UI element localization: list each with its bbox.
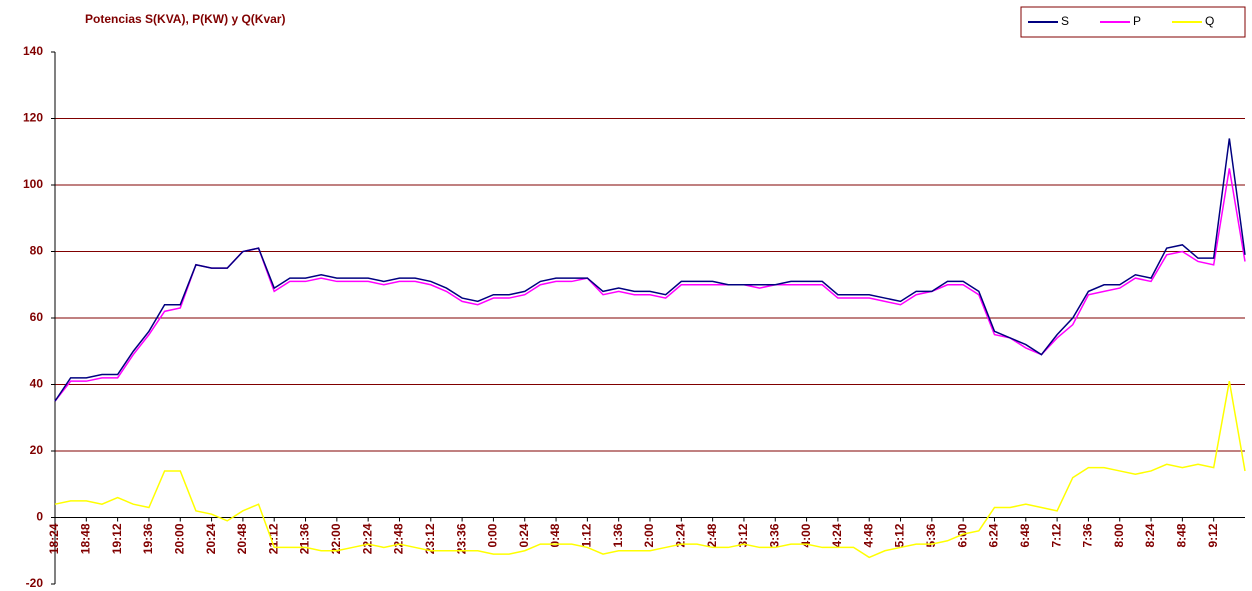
y-tick-label: 20 [30, 443, 44, 457]
series-line [54, 381, 1246, 559]
y-tick-label: -20 [26, 576, 44, 590]
chart-title: Potencias S(KVA), P(KW) y Q(Kvar) [85, 12, 285, 26]
x-tick-label: 0:24 [517, 523, 531, 547]
x-tick-label: 20:24 [204, 523, 218, 554]
x-tick-label: 8:00 [1112, 523, 1126, 547]
x-tick-label: 22:24 [360, 523, 374, 554]
x-tick-label: 0:48 [548, 523, 562, 547]
legend-label: S [1061, 14, 1069, 28]
x-tick-label: 0:00 [486, 523, 500, 547]
y-tick-label: 100 [23, 177, 43, 191]
x-tick-label: 21:36 [298, 523, 312, 554]
x-tick-label: 4:24 [830, 523, 844, 547]
x-tick-label: 1:36 [611, 523, 625, 547]
x-tick-label: 3:12 [736, 523, 750, 547]
x-tick-label: 8:48 [1175, 523, 1189, 547]
y-tick-label: 40 [30, 377, 44, 391]
y-tick-label: 0 [36, 510, 43, 524]
y-tick-label: 80 [30, 244, 44, 258]
x-tick-label: 2:48 [705, 523, 719, 547]
series-line [54, 168, 1246, 402]
y-tick-label: 140 [23, 44, 43, 58]
x-tick-label: 6:24 [987, 523, 1001, 547]
x-tick-label: 2:00 [642, 523, 656, 547]
x-tick-label: 19:12 [110, 523, 124, 554]
x-tick-label: 6:00 [955, 523, 969, 547]
x-tick-label: 23:36 [454, 523, 468, 554]
x-tick-label: 2:24 [673, 523, 687, 547]
x-tick-label: 7:12 [1049, 523, 1063, 547]
y-tick-label: 120 [23, 111, 43, 125]
x-tick-label: 20:00 [172, 523, 186, 554]
x-tick-label: 20:48 [235, 523, 249, 554]
x-tick-label: 18:24 [47, 523, 61, 554]
legend-box [1020, 6, 1246, 38]
series-line [54, 138, 1246, 402]
x-tick-label: 22:00 [329, 523, 343, 554]
x-tick-label: 3:36 [767, 523, 781, 547]
x-tick-label: 22:48 [392, 523, 406, 554]
legend-label: Q [1205, 14, 1214, 28]
x-tick-label: 4:00 [799, 523, 813, 547]
x-tick-label: 5:12 [893, 523, 907, 547]
x-tick-label: 1:12 [580, 523, 594, 547]
x-tick-label: 19:36 [141, 523, 155, 554]
y-tick-label: 60 [30, 310, 44, 324]
x-tick-label: 7:36 [1081, 523, 1095, 547]
x-tick-label: 23:12 [423, 523, 437, 554]
x-tick-label: 6:48 [1018, 523, 1032, 547]
x-tick-label: 18:48 [78, 523, 92, 554]
x-tick-label: 8:24 [1143, 523, 1157, 547]
x-tick-label: 21:12 [266, 523, 280, 554]
x-tick-label: 4:48 [861, 523, 875, 547]
x-tick-label: 5:36 [924, 523, 938, 547]
legend-label: P [1133, 14, 1141, 28]
x-tick-label: 9:12 [1206, 523, 1220, 547]
